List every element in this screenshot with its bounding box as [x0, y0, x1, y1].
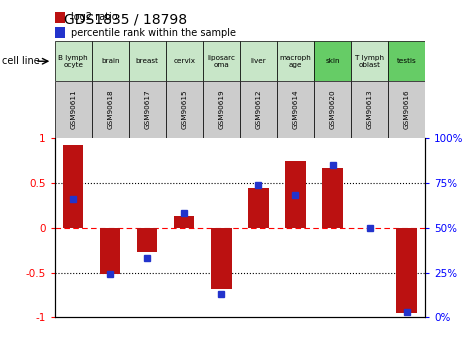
Bar: [129, 81, 166, 138]
Text: breast: breast: [136, 58, 159, 64]
Bar: [351, 81, 388, 138]
Bar: [174, 216, 194, 228]
Bar: [137, 228, 157, 252]
Text: GSM90612: GSM90612: [256, 90, 261, 129]
Text: GSM90614: GSM90614: [293, 90, 298, 129]
Bar: [388, 41, 425, 81]
Bar: [211, 228, 231, 289]
Bar: [203, 81, 240, 138]
Bar: [92, 41, 129, 81]
Bar: [129, 41, 166, 81]
Bar: [314, 81, 351, 138]
Bar: [240, 81, 277, 138]
Bar: [92, 81, 129, 138]
Text: GSM90616: GSM90616: [404, 90, 409, 129]
Bar: [314, 41, 351, 81]
Bar: [55, 81, 92, 138]
Text: GSM90613: GSM90613: [367, 90, 372, 129]
Text: skin: skin: [325, 58, 340, 64]
Bar: [351, 41, 388, 81]
Bar: [63, 145, 83, 228]
Text: B lymph
ocyte: B lymph ocyte: [58, 55, 88, 68]
Text: GSM90615: GSM90615: [181, 90, 187, 129]
Bar: [55, 12, 65, 23]
Text: liposarc
oma: liposarc oma: [208, 55, 235, 68]
Bar: [55, 27, 65, 38]
Text: GSM90620: GSM90620: [330, 90, 335, 129]
Bar: [166, 81, 203, 138]
Text: percentile rank within the sample: percentile rank within the sample: [71, 28, 236, 38]
Text: log2 ratio: log2 ratio: [71, 12, 118, 22]
Text: cell line: cell line: [2, 56, 40, 66]
Bar: [166, 41, 203, 81]
Bar: [240, 41, 277, 81]
Text: GSM90618: GSM90618: [107, 90, 113, 129]
Text: liver: liver: [250, 58, 266, 64]
Text: macroph
age: macroph age: [280, 55, 311, 68]
Bar: [100, 228, 120, 274]
Text: GDS1835 / 18798: GDS1835 / 18798: [64, 12, 187, 26]
Bar: [397, 228, 417, 313]
Text: brain: brain: [101, 58, 119, 64]
Text: T lymph
oblast: T lymph oblast: [355, 55, 384, 68]
Bar: [277, 81, 314, 138]
Text: GSM90611: GSM90611: [70, 90, 76, 129]
Bar: [388, 81, 425, 138]
Text: cervix: cervix: [173, 58, 195, 64]
Text: GSM90617: GSM90617: [144, 90, 150, 129]
Bar: [277, 41, 314, 81]
Bar: [285, 161, 305, 228]
Text: testis: testis: [397, 58, 417, 64]
Bar: [323, 168, 342, 228]
Text: GSM90619: GSM90619: [218, 90, 224, 129]
Bar: [203, 41, 240, 81]
Bar: [248, 188, 268, 228]
Bar: [55, 41, 92, 81]
